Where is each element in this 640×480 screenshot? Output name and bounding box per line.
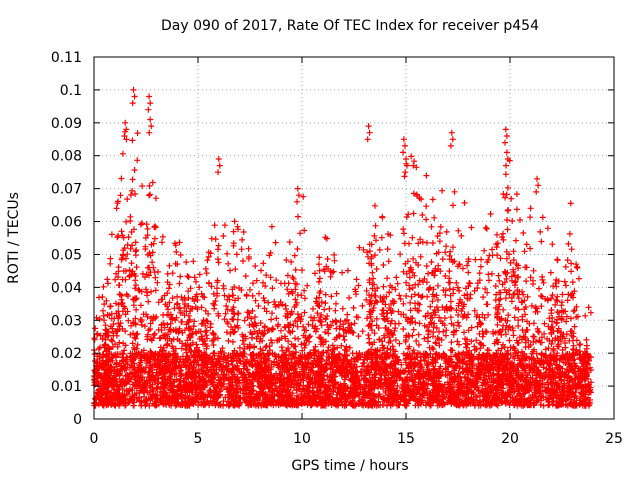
y-tick-label: 0.1 (60, 83, 82, 99)
x-tick-labels: 0 5 10 15 20 25 (90, 431, 623, 447)
x-tick-label: 20 (501, 431, 519, 447)
plot-frame (93, 56, 615, 420)
y-tick-label: 0.01 (51, 379, 82, 395)
y-tick-label: 0 (73, 412, 82, 428)
y-tick-label: 0.03 (51, 313, 82, 329)
y-tick-label: 0.07 (51, 182, 82, 198)
y-tick-label: 0.04 (51, 280, 82, 296)
y-tick-label: 0.08 (51, 149, 82, 165)
x-tick-label: 10 (293, 431, 311, 447)
y-tick-label: 0.09 (51, 116, 82, 132)
x-axis-title: GPS time / hours (291, 458, 408, 474)
x-tick-label: 15 (397, 431, 415, 447)
y-tick-label: 0.05 (51, 247, 82, 263)
x-tick-label: 5 (194, 431, 203, 447)
axis-ticks (93, 56, 615, 420)
y-tick-label: 0.06 (51, 215, 82, 231)
x-tick-label: 25 (605, 431, 623, 447)
data-points (91, 86, 594, 409)
y-tick-labels: 0 0.01 0.02 0.03 0.04 0.05 0.06 0.07 0.08 0.09 0.1… (51, 50, 82, 428)
y-axis-title: ROTI / TECUs (6, 192, 22, 284)
roti-point-markers (91, 86, 594, 409)
x-tick-label: 0 (90, 431, 99, 447)
y-tick-label: 0.11 (51, 50, 82, 66)
chart-title: Day 090 of 2017, Rate Of TEC Index for r… (161, 18, 539, 34)
y-tick-label: 0.02 (51, 346, 82, 362)
